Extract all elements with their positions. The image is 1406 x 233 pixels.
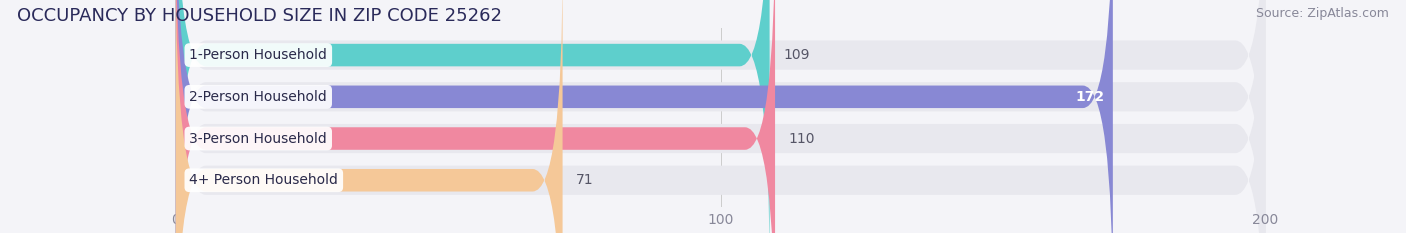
Text: 109: 109 bbox=[783, 48, 810, 62]
Text: 2-Person Household: 2-Person Household bbox=[190, 90, 328, 104]
FancyBboxPatch shape bbox=[176, 0, 1265, 233]
FancyBboxPatch shape bbox=[176, 0, 1265, 233]
Text: 71: 71 bbox=[576, 173, 593, 187]
Text: 172: 172 bbox=[1076, 90, 1105, 104]
FancyBboxPatch shape bbox=[176, 0, 769, 233]
Text: 3-Person Household: 3-Person Household bbox=[190, 131, 328, 146]
FancyBboxPatch shape bbox=[176, 0, 1265, 233]
FancyBboxPatch shape bbox=[176, 0, 1265, 233]
Text: 4+ Person Household: 4+ Person Household bbox=[190, 173, 339, 187]
Text: 1-Person Household: 1-Person Household bbox=[190, 48, 328, 62]
FancyBboxPatch shape bbox=[176, 0, 775, 233]
Text: OCCUPANCY BY HOUSEHOLD SIZE IN ZIP CODE 25262: OCCUPANCY BY HOUSEHOLD SIZE IN ZIP CODE … bbox=[17, 7, 502, 25]
Text: Source: ZipAtlas.com: Source: ZipAtlas.com bbox=[1256, 7, 1389, 20]
Text: 110: 110 bbox=[789, 131, 815, 146]
FancyBboxPatch shape bbox=[176, 0, 1114, 233]
FancyBboxPatch shape bbox=[176, 0, 562, 233]
